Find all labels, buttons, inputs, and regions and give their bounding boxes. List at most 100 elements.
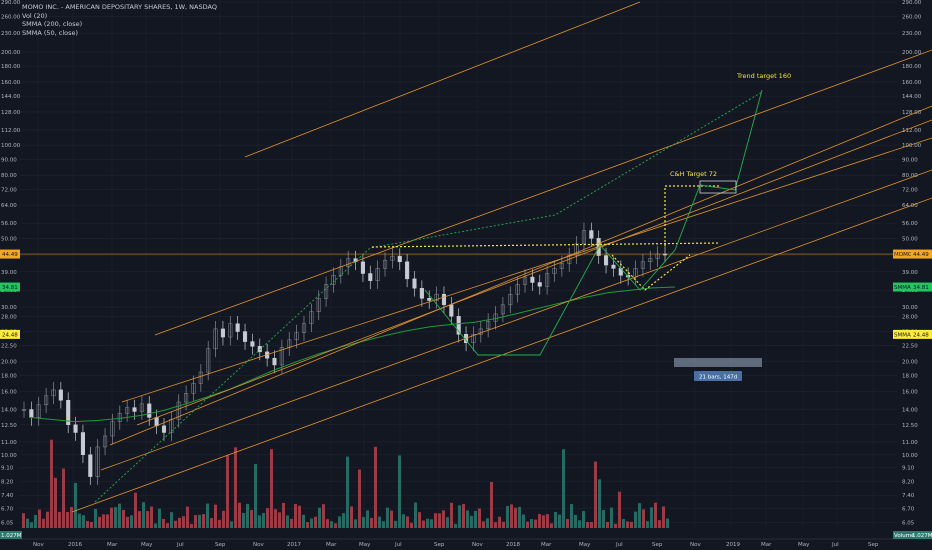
candle-body xyxy=(154,417,159,427)
volume-bar xyxy=(42,518,45,528)
y-tick-label-left: 290.00 xyxy=(1,0,21,6)
y-tick-label-right: 18.00 xyxy=(902,374,918,380)
volume-bar xyxy=(546,514,549,528)
y-tick-label-right: 290.00 xyxy=(902,0,922,6)
volume-bar xyxy=(50,439,53,528)
volume-bar xyxy=(194,515,197,528)
y-tick-label-left: 72.00 xyxy=(1,187,17,193)
trend-target-label: Trend target 160 xyxy=(736,72,791,80)
candle-body xyxy=(206,348,211,373)
candle-body xyxy=(508,293,513,306)
volume-bar xyxy=(542,515,545,528)
y-tick-label-right: 260.00 xyxy=(902,15,922,21)
volume-bar xyxy=(394,520,397,528)
y-tick-label-left: 80.00 xyxy=(1,173,17,179)
candle-body xyxy=(44,395,49,406)
volume-bar xyxy=(198,514,201,528)
y-tick-label-right: 30.00 xyxy=(902,305,918,311)
volume-bar xyxy=(90,522,93,528)
measure-label: 21 bars, 147d xyxy=(699,375,737,381)
candle-body xyxy=(375,268,380,281)
volume-bar xyxy=(530,519,533,528)
volume-bar xyxy=(570,504,573,528)
candle-body xyxy=(29,409,34,418)
y-tick-label-left: 12.50 xyxy=(1,423,17,429)
candle-body xyxy=(51,389,56,397)
volume-bar xyxy=(30,522,33,528)
candle-body xyxy=(360,261,365,274)
candle-body xyxy=(132,407,137,412)
volume-bar xyxy=(114,507,117,528)
volume-bar xyxy=(258,515,261,528)
volume-bar xyxy=(118,503,121,528)
candle-body xyxy=(213,328,218,349)
y-tick-label-left: 128.00 xyxy=(1,110,21,116)
x-tick-label: Sep xyxy=(652,542,663,548)
volume-bar xyxy=(386,507,389,528)
volume-bar xyxy=(490,482,493,528)
candle-body xyxy=(117,413,122,422)
candle-body xyxy=(139,403,144,412)
volume-bar xyxy=(322,504,325,528)
volume-bar xyxy=(318,507,321,528)
volume-bar xyxy=(626,521,629,528)
volume-bar xyxy=(166,523,169,528)
y-tick-label-right: 20.00 xyxy=(902,360,918,366)
candle-body xyxy=(478,328,483,335)
volume-bar xyxy=(238,502,241,528)
volume-bar xyxy=(150,506,153,528)
y-tick-label-left: 16.00 xyxy=(1,390,17,396)
candle-body xyxy=(559,263,564,269)
volume-bar xyxy=(594,461,597,528)
volume-bar xyxy=(138,511,141,528)
y-tick-label-left: 28.00 xyxy=(1,314,17,320)
x-tick-label: Mar xyxy=(541,542,552,548)
volume-bar xyxy=(610,507,613,528)
channel-line xyxy=(100,169,932,471)
volume-bar xyxy=(254,464,257,528)
y-tick-label-left: 30.00 xyxy=(1,305,17,311)
candle-body xyxy=(228,323,233,338)
volume-name-tag: Volume xyxy=(894,533,915,539)
volume-bar xyxy=(302,514,305,528)
volume-bar xyxy=(210,518,213,528)
x-tick-label: Mar xyxy=(107,542,118,548)
volume-bar xyxy=(414,502,417,528)
candle-body xyxy=(382,259,388,269)
last-price-badge-right-box xyxy=(911,249,932,259)
y-tick-label-left: 100.00 xyxy=(1,143,21,149)
volume-bar xyxy=(182,516,185,528)
volume-bar xyxy=(46,511,49,528)
candle-body xyxy=(486,320,491,330)
last-price-badge-tag-box xyxy=(893,249,911,259)
volume-bar xyxy=(214,504,217,528)
x-tick-label: 2016 xyxy=(68,542,82,548)
y-tick-label-left: 6.05 xyxy=(1,520,14,526)
volume-bar xyxy=(366,510,369,528)
volume-bar xyxy=(646,521,649,528)
volume-bar xyxy=(62,468,65,528)
volume-bar xyxy=(430,519,433,528)
volume-bar xyxy=(526,521,529,528)
volume-bar xyxy=(434,513,437,528)
smma200-badge-right-box xyxy=(911,329,932,339)
smma50-badge-tag: SMMA xyxy=(894,285,911,291)
candle-body xyxy=(441,293,447,306)
candle-body xyxy=(648,258,653,263)
volume-bar xyxy=(190,523,193,528)
volume-bar xyxy=(274,509,277,528)
smma200-badge-left-value: 24.48 xyxy=(2,332,18,338)
candle-body xyxy=(294,332,299,341)
trend-projection-line xyxy=(94,91,763,503)
volume-bar xyxy=(390,510,393,528)
y-tick-label-left: 160.00 xyxy=(1,80,21,86)
volume-bar xyxy=(74,482,77,528)
y-tick-label-right: 7.40 xyxy=(902,493,915,499)
volume-bar xyxy=(338,516,341,528)
candle-body xyxy=(250,341,255,347)
y-tick-label-right: 6.05 xyxy=(902,520,915,526)
channel-line xyxy=(136,119,932,426)
volume-bar xyxy=(410,522,413,528)
volume-bar xyxy=(458,505,461,528)
